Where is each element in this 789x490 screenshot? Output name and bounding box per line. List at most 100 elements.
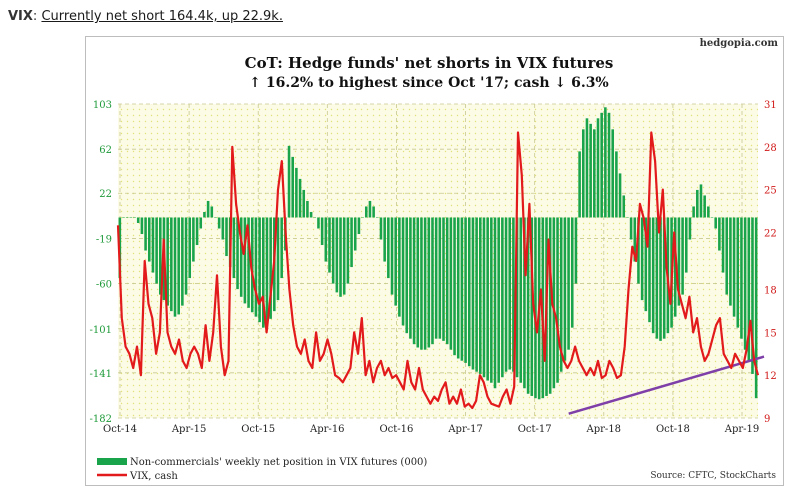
x-tick-label: Apr-17 [447, 424, 483, 435]
position-bar [479, 217, 482, 374]
net-short-link[interactable]: Currently net short 164.4k, up 22.9k. [41, 9, 283, 24]
position-bar [159, 217, 162, 295]
left-tick-label: 62 [99, 145, 112, 156]
position-bar [398, 217, 401, 317]
position-bar [239, 217, 243, 297]
left-tick-label: -141 [90, 369, 112, 380]
position-bar [181, 217, 184, 306]
position-bar [754, 217, 758, 399]
right-tick-label: 18 [764, 286, 777, 297]
position-bar [684, 217, 688, 273]
position-bar [339, 217, 342, 297]
position-bar [184, 217, 188, 295]
position-bar [203, 211, 206, 218]
position-bar [504, 217, 508, 372]
x-tick-label: Apr-19 [724, 424, 760, 435]
position-bar [556, 217, 559, 383]
position-bar [122, 217, 125, 218]
position-bar [637, 217, 640, 284]
position-bar [523, 217, 526, 389]
chart-title: CoT: Hedge funds' net shorts in VIX futu… [245, 54, 614, 72]
position-bar [578, 151, 581, 218]
position-bar [604, 107, 607, 218]
position-bar [199, 217, 203, 229]
x-tick-label: Apr-16 [309, 424, 345, 435]
position-bar [493, 217, 497, 389]
position-bar [335, 217, 339, 293]
position-bar [328, 217, 331, 273]
x-tick-label: Apr-15 [171, 424, 207, 435]
position-bar [467, 217, 471, 367]
position-bar [147, 217, 151, 262]
position-bar [420, 217, 423, 350]
position-bar [309, 211, 313, 218]
right-tick-label: 25 [764, 186, 777, 197]
ticker-label: VIX [8, 9, 33, 24]
position-bar [195, 217, 199, 246]
left-tick-label: -182 [90, 414, 112, 425]
position-bar [662, 217, 666, 339]
position-bar [412, 217, 416, 345]
position-bar [350, 217, 353, 268]
position-bar [431, 217, 434, 345]
position-bar [482, 217, 486, 378]
right-tick-label: 22 [764, 229, 777, 240]
position-bar [618, 173, 622, 218]
plot-texture [118, 104, 758, 418]
position-bar [607, 112, 611, 218]
position-bar [585, 118, 589, 218]
right-tick-label: 9 [764, 414, 770, 425]
position-bar [173, 217, 177, 317]
left-tick-label: -101 [90, 325, 112, 336]
position-bar [707, 206, 710, 218]
left-tick-label: 22 [99, 189, 112, 200]
position-bar [696, 189, 699, 218]
position-bar [563, 217, 567, 361]
position-bar [721, 217, 725, 273]
position-bar [703, 195, 706, 218]
position-bar [342, 217, 346, 295]
vix-line [116, 131, 760, 410]
position-bar [331, 217, 335, 284]
position-bar [346, 217, 350, 284]
position-bar [379, 217, 383, 240]
position-bar [442, 217, 445, 341]
position-bar [177, 217, 180, 315]
position-bar [136, 217, 140, 223]
position-bar [269, 217, 272, 319]
position-bar [596, 118, 600, 218]
position-bar [501, 217, 504, 378]
position-bar [243, 217, 247, 304]
position-bar [593, 129, 596, 218]
position-bar [416, 217, 420, 348]
position-bar [559, 217, 563, 372]
position-bar [445, 217, 449, 345]
position-bar [221, 217, 225, 240]
position-bar [688, 217, 692, 240]
position-bar [740, 217, 743, 339]
position-bar [648, 217, 651, 323]
position-bar [471, 217, 475, 370]
position-bar [217, 217, 221, 229]
position-bar [383, 217, 386, 262]
x-tick-label: Oct-17 [518, 424, 552, 435]
position-bar [589, 123, 592, 218]
position-bar [368, 200, 372, 218]
header-separator: : [32, 9, 38, 24]
position-bar [515, 217, 519, 378]
position-bar [133, 217, 136, 218]
chart-brand: hedgopia.com [700, 38, 779, 49]
position-bar [751, 217, 754, 374]
position-bar [729, 217, 732, 306]
position-bar [188, 217, 192, 279]
position-bar [714, 217, 717, 229]
position-bar [456, 217, 460, 359]
position-bar [490, 217, 493, 383]
position-bar [611, 129, 614, 218]
position-bar [291, 156, 294, 218]
position-bar [622, 195, 626, 218]
position-bar [302, 189, 306, 218]
position-bar [655, 217, 659, 339]
position-bar [287, 145, 291, 218]
